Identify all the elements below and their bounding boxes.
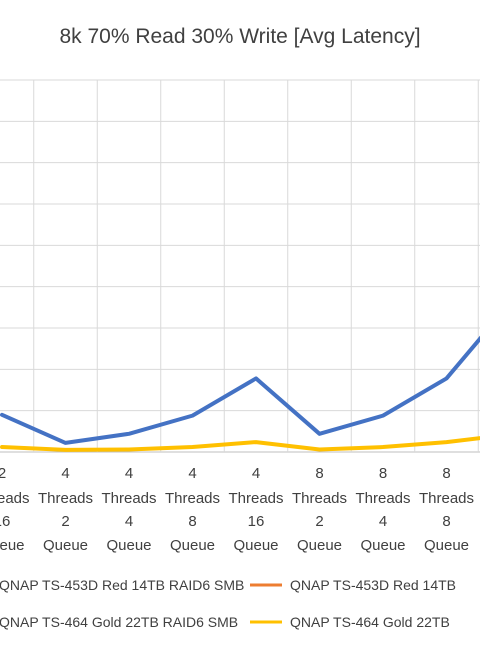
category-label: 16 [0, 513, 10, 530]
category-label: Threads [0, 490, 30, 507]
legend-label-4: QNAP TS-464 Gold 22TB [290, 614, 450, 630]
legend-label-3: QNAP TS-464 Gold 22TB RAID6 SMB [0, 614, 238, 630]
category-label: 8 [442, 513, 450, 530]
category-label: 4 [188, 465, 196, 482]
category-label: 16 [248, 513, 265, 530]
legend: QNAP TS-453D Red 14TB RAID6 SMB QNAP TS-… [0, 577, 456, 630]
category-label: Threads [165, 490, 220, 507]
category-label: Queue [297, 537, 342, 554]
legend-label-2: QNAP TS-453D Red 14TB [290, 577, 456, 593]
category-label: 8 [188, 513, 196, 530]
category-label: 2 [315, 513, 323, 530]
category-label: 8 [379, 465, 387, 482]
category-label: 4 [125, 465, 133, 482]
category-label: Queue [424, 537, 469, 554]
category-labels: 2 Threads 16 Queue 4 Threads 2 Queue 4 Threads 4 Qu… [0, 465, 474, 554]
legend-item-4: QNAP TS-464 Gold 22TB [250, 614, 450, 630]
category-label: Threads [38, 490, 93, 507]
category-label: 2 [0, 465, 6, 482]
legend-item-1: QNAP TS-453D Red 14TB RAID6 SMB [0, 577, 244, 593]
legend-item-3: QNAP TS-464 Gold 22TB RAID6 SMB [0, 614, 238, 630]
series-line-3 [0, 436, 480, 452]
chart-title: 8k 70% Read 30% Write [Avg Latency] [59, 25, 420, 48]
category-label: 8 [442, 465, 450, 482]
category-label: 4 [61, 465, 69, 482]
category-label: Queue [43, 537, 88, 554]
legend-item-2: QNAP TS-453D Red 14TB [250, 577, 456, 593]
category-label: Threads [101, 490, 156, 507]
category-label: Threads [355, 490, 410, 507]
category-label: Threads [419, 490, 474, 507]
category-label: 4 [252, 465, 260, 482]
series-line-1 [0, 335, 480, 445]
category-label: Threads [292, 490, 347, 507]
category-label: Queue [360, 537, 405, 554]
category-label: Queue [0, 537, 25, 554]
category-label: Threads [228, 490, 283, 507]
category-label: Queue [233, 537, 278, 554]
series-lines [0, 335, 480, 452]
gridlines [0, 79, 480, 453]
category-label: Queue [170, 537, 215, 554]
category-label: 4 [379, 513, 387, 530]
legend-label-1: QNAP TS-453D Red 14TB RAID6 SMB [0, 577, 244, 593]
category-label: 4 [125, 513, 133, 530]
category-label: 2 [61, 513, 69, 530]
category-label: 8 [315, 465, 323, 482]
category-label: Queue [106, 537, 151, 554]
